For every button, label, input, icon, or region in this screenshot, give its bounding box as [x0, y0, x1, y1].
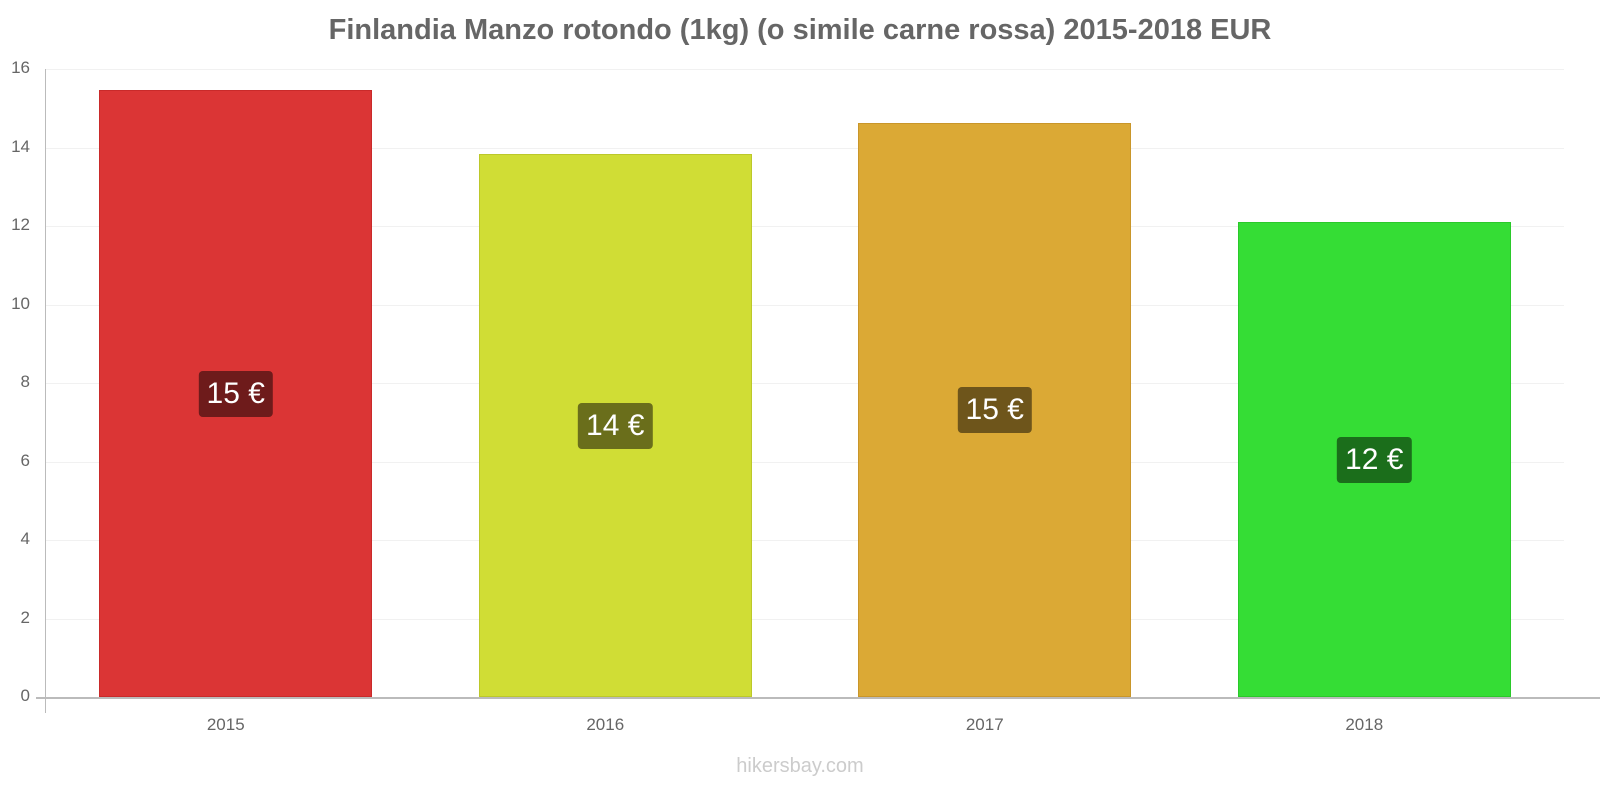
y-tick-label: 10	[11, 293, 30, 313]
y-tick-label: 0	[20, 686, 30, 705]
y-tick-label: 8	[20, 372, 30, 391]
x-tick-label: 2018	[1345, 715, 1384, 734]
gridline	[46, 540, 1564, 541]
y-tick-label: 12	[11, 215, 30, 234]
gridline	[46, 383, 1564, 384]
x-axis-line	[36, 697, 1600, 699]
data-label-2016: 14 €	[578, 402, 653, 449]
gridline	[46, 147, 1564, 149]
data-label-2017: 15 €	[957, 387, 1032, 434]
chart-title: Finlandia Manzo rotondo (1kg) (o simile …	[328, 14, 1272, 46]
gridline	[46, 618, 1564, 620]
y-tick-label: 4	[20, 529, 30, 548]
x-tick-label: 2016	[586, 715, 625, 734]
y-tick-label: 16	[11, 58, 30, 77]
plot-area: 15 € 14 € 15 € 12 €	[46, 69, 1564, 697]
data-label-2018: 12 €	[1337, 436, 1412, 483]
y-tick-label: 6	[20, 450, 30, 470]
gridline	[46, 304, 1564, 306]
data-label-2015: 15 €	[198, 370, 273, 417]
gridline	[46, 226, 1564, 227]
gridline	[46, 461, 1564, 463]
x-tick-label: 2017	[965, 715, 1004, 734]
y-tick-label: 14	[11, 136, 30, 156]
x-tick-label: 2015	[206, 715, 245, 734]
watermark: hikersbay.com	[736, 755, 864, 777]
y-tick-label: 2	[20, 607, 30, 627]
gridline	[46, 69, 1564, 70]
y-axis-line	[45, 69, 46, 713]
